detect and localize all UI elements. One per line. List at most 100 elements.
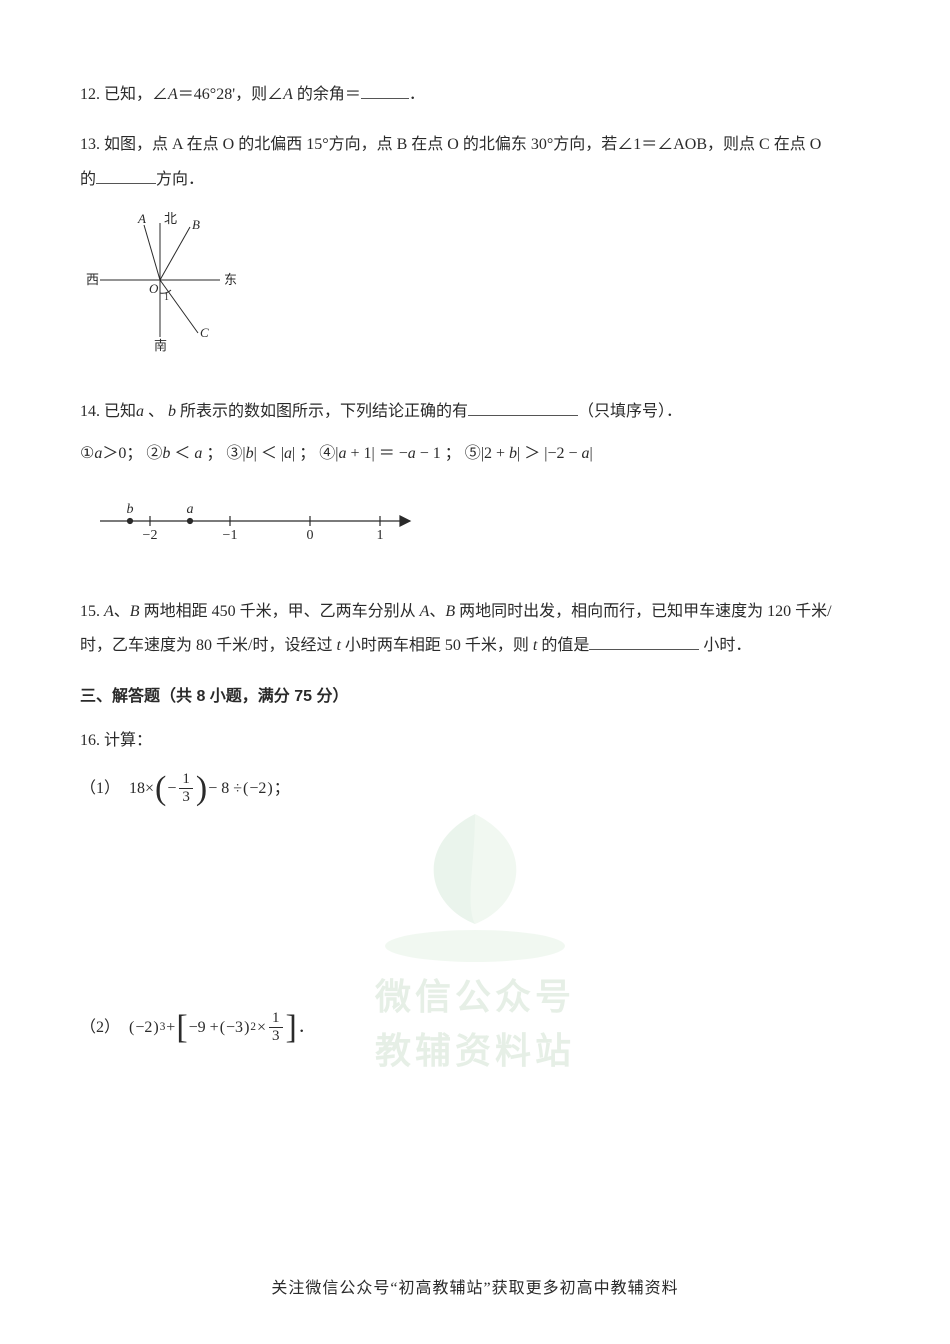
- q16-e1-c: −2: [249, 774, 266, 804]
- nline-a: a: [187, 502, 194, 517]
- opt2-end: ；: [202, 445, 222, 462]
- compass-label-o: O: [149, 281, 159, 296]
- opt4-a2: a: [408, 445, 416, 462]
- q12-blank: [361, 83, 409, 99]
- q12-num: 12.: [80, 86, 100, 103]
- q13-num: 13.: [80, 136, 100, 153]
- opt2-p: ②: [146, 445, 162, 462]
- page-footer: 关注微信公众号“初高教辅站”获取更多初高中教辅资料: [0, 1274, 950, 1304]
- q14-sep: 、: [144, 403, 168, 420]
- q15-A: A: [104, 603, 114, 620]
- opt4-end: ；: [441, 445, 461, 462]
- q14-tb: 所表示的数如图所示，下列结论正确的有: [176, 403, 468, 420]
- question-15: 15. A、B 两地相距 450 千米，甲、乙两车分别从 A、B 两地同时出发，…: [80, 597, 870, 662]
- q15-s3: 两地同时出发，相向而行，已知甲车速度为 120 千米/: [455, 603, 831, 620]
- q14-note: （只填序号）．: [578, 403, 682, 420]
- q16-e2-lp1: (: [129, 1013, 134, 1043]
- q16-e2-frac: 1 3: [269, 1011, 283, 1044]
- question-16: 16. 计算： （1） 18× ( − 1 3 ) − 8 ÷ ( −2 ) ；…: [80, 726, 870, 1044]
- q16-e2-rp1: ): [153, 1013, 158, 1043]
- opt3-p: ③: [226, 445, 242, 462]
- nline-m1: −1: [223, 528, 238, 543]
- q15-l2c: 的值是: [537, 637, 589, 654]
- opt5-a: a: [582, 445, 590, 462]
- q15-s2c: 、: [429, 603, 445, 620]
- q13-blank: [96, 168, 156, 184]
- opt5-m: | ＞ |−2 −: [517, 445, 581, 462]
- q16-e1-fn: 1: [179, 772, 193, 788]
- opt4-p: ④: [319, 445, 335, 462]
- q15-num: 15.: [80, 603, 100, 620]
- q12-var-a1: A: [168, 86, 178, 103]
- q16-e2-b: −9 +: [189, 1013, 219, 1043]
- q12-var-a2: A: [283, 86, 293, 103]
- q13-text2b: 方向．: [156, 171, 204, 188]
- q16-e2-times: ×: [257, 1013, 266, 1043]
- question-13: 13. 如图，点 A 在点 O 的北偏西 15°方向，点 B 在点 O 的北偏东…: [80, 130, 870, 376]
- q16-e1-frac: 1 3: [179, 772, 193, 805]
- q15-A2: A: [420, 603, 430, 620]
- q16-e1-end: ；: [274, 774, 290, 804]
- opt5-b: b: [509, 445, 517, 462]
- q15-l2a: 时，乙车速度为 80 千米/时，设经过: [80, 637, 336, 654]
- q16-e1-b: − 8 ÷: [208, 774, 242, 804]
- opt1-p: ①: [80, 445, 94, 462]
- nline-m2: −2: [143, 528, 158, 543]
- q13-line2: 的 方向．: [80, 165, 870, 195]
- opt5-p: ⑤: [465, 445, 481, 462]
- section-3-heading: 三、解答题（共 8 小题，满分 75 分）: [80, 682, 870, 712]
- q14-vb: b: [168, 403, 176, 420]
- q16-e2-a: −2: [135, 1013, 152, 1043]
- compass-label-south: 南: [154, 338, 167, 353]
- q16-e2-plus: +: [166, 1013, 175, 1043]
- q12-line: 12. 已知，∠A＝46°28'，则∠A 的余角＝．: [80, 80, 870, 110]
- q16-e1-fd: 3: [179, 788, 193, 805]
- q15-l2d: 小时．: [699, 637, 751, 654]
- opt4-m1: − 1: [416, 445, 441, 462]
- q12-text-c: 的余角＝: [293, 86, 361, 103]
- q15-B: B: [130, 603, 140, 620]
- q15-B2: B: [445, 603, 455, 620]
- opt5-r: |: [590, 445, 593, 462]
- q16-e2-lbl: （2）: [80, 1013, 120, 1043]
- q16-e2-fd: 3: [269, 1027, 283, 1044]
- q14-line: 14. 已知a 、 b 所表示的数如图所示，下列结论正确的有（只填序号）．: [80, 397, 870, 427]
- q14-blank: [468, 400, 578, 416]
- q14-ta: 已知: [104, 403, 136, 420]
- opt3-a: a: [284, 445, 292, 462]
- q16-head: 16. 计算：: [80, 726, 870, 756]
- q16-e2-p3: 3: [160, 1017, 166, 1038]
- q15-s2: 两地相距 450 千米，甲、乙两车分别从: [140, 603, 420, 620]
- nline-1: 1: [377, 528, 384, 543]
- opt3-m: | ＜ |: [254, 445, 284, 462]
- q16-e1-neg: −: [167, 774, 176, 804]
- q15-line2: 时，乙车速度为 80 千米/时，设经过 t 小时两车相距 50 千米，则 t 的…: [80, 631, 870, 661]
- q12-period: ．: [409, 86, 425, 103]
- compass-label-east: 东: [224, 272, 237, 287]
- q13-text2a: 的: [80, 171, 96, 188]
- compass-label-a: A: [137, 211, 146, 226]
- compass-label-west: 西: [86, 272, 99, 287]
- compass-label-c: C: [200, 325, 209, 340]
- opt5-l: |2 +: [481, 445, 509, 462]
- q15-l2b: 小时两车相距 50 千米，则: [341, 637, 533, 654]
- q16-e1-lp2: (: [243, 774, 248, 804]
- nline-0: 0: [307, 528, 314, 543]
- q13-text1: 如图，点 A 在点 O 的北偏西 15°方向，点 B 在点 O 的北偏东 30°…: [104, 136, 821, 153]
- q16-e2-end: ．: [298, 1013, 314, 1043]
- q13-line1: 13. 如图，点 A 在点 O 的北偏西 15°方向，点 B 在点 O 的北偏东…: [80, 130, 870, 160]
- q16-e2-rp2: ): [244, 1013, 249, 1043]
- q14-num: 14.: [80, 403, 100, 420]
- nline-b: b: [127, 502, 134, 517]
- q14-options: ①a＞0； ②b ＜ a ； ③|b| ＜ |a| ； ④|a + 1| ＝ −…: [80, 439, 870, 469]
- q12-text-a: 已知，∠: [104, 86, 168, 103]
- q16-e1-a: 18×: [129, 774, 154, 804]
- q16-e2-fn: 1: [269, 1011, 283, 1027]
- q16-e2-c: −3: [226, 1013, 243, 1043]
- opt1-gt: ＞0；: [102, 445, 142, 462]
- compass-label-one: 1: [164, 292, 169, 303]
- q16-e2-lp2: (: [220, 1013, 225, 1043]
- q15-line1: 15. A、B 两地相距 450 千米，甲、乙两车分别从 A、B 两地同时出发，…: [80, 597, 870, 627]
- q12-text-b: ＝46°28'，则∠: [178, 86, 283, 103]
- compass-label-north: 北: [164, 211, 177, 226]
